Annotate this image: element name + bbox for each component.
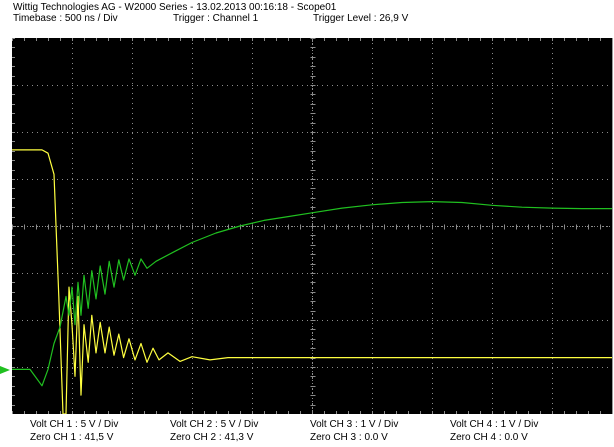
scope-screen <box>12 38 613 414</box>
zero-ch3-label: Zero CH 3 : 0.0 V <box>310 432 388 443</box>
trace-channel-1 <box>12 149 612 414</box>
trigger-channel-label: Trigger : Channel 1 <box>173 13 259 24</box>
volt-ch3-label: Volt CH 3 : 1 V / Div <box>310 419 399 430</box>
waveform-plot <box>12 38 612 414</box>
channel-2-level-marker <box>0 366 10 374</box>
trace-channel-2 <box>12 201 612 387</box>
zero-ch1-label: Zero CH 1 : 41,5 V <box>30 432 114 443</box>
volt-ch4-label: Volt CH 4 : 1 V / Div <box>450 419 539 430</box>
header-title: Wittig Technologies AG - W2000 Series - … <box>13 2 337 13</box>
trigger-level-label: Trigger Level : 26,9 V <box>313 13 409 24</box>
zero-ch2-label: Zero CH 2 : 41,3 V <box>170 432 254 443</box>
volt-ch1-label: Volt CH 1 : 5 V / Div <box>30 419 119 430</box>
volt-ch2-label: Volt CH 2 : 5 V / Div <box>170 419 259 430</box>
zero-ch4-label: Zero CH 4 : 0.0 V <box>450 432 528 443</box>
timebase-label: Timebase : 500 ns / Div <box>13 13 118 24</box>
